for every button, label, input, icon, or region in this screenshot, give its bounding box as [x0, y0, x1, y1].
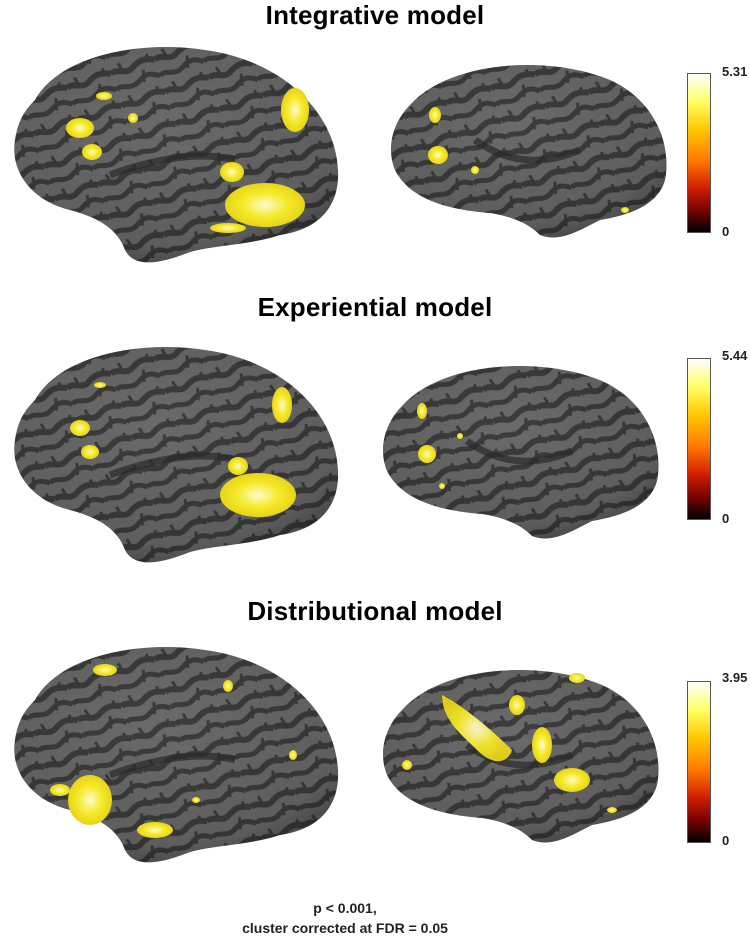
- colorbar-2: [687, 358, 711, 520]
- colorbar-max-label: 5.44: [722, 348, 748, 363]
- footnote: p < 0.001, cluster corrected at FDR = 0.…: [0, 898, 690, 938]
- colorbar-min-label: 0: [722, 511, 730, 526]
- panel-title-distributional: Distributional model: [247, 596, 503, 626]
- footnote-line-1: p < 0.001,: [313, 900, 377, 916]
- colorbar-min-label: 0: [722, 833, 730, 848]
- footnote-line-2: cluster corrected at FDR = 0.05: [242, 920, 448, 936]
- right-hemisphere-brain-3: [382, 670, 659, 843]
- colorbar-3: [687, 681, 711, 843]
- panel-title-experiential: Experiential model: [257, 292, 493, 322]
- activation-cluster: [225, 183, 305, 227]
- colorbar-max-label: 5.31: [722, 64, 748, 79]
- left-hemisphere-brain-2: [14, 347, 339, 563]
- left-hemisphere-brain-3: [14, 647, 339, 863]
- colorbar-1: [687, 73, 711, 233]
- colorbar-max-label: 3.95: [722, 670, 748, 685]
- right-hemisphere-brain-1: [390, 65, 667, 238]
- left-hemisphere-brain-1: [14, 47, 339, 263]
- panel-title-integrative: Integrative model: [265, 0, 485, 30]
- right-hemisphere-brain-2: [382, 366, 659, 539]
- colorbar-min-label: 0: [722, 224, 730, 239]
